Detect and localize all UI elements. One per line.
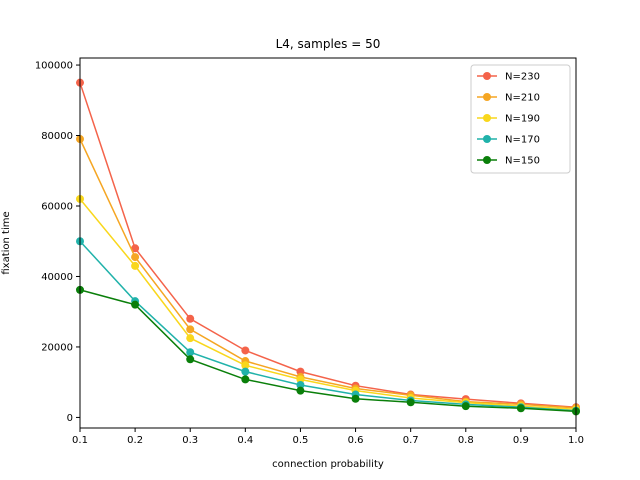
legend-label: N=210 xyxy=(505,93,540,104)
series-line xyxy=(79,138,577,409)
legend-entry: N=230 xyxy=(477,72,540,83)
y-tick-label: 80000 xyxy=(41,131,73,142)
data-point xyxy=(186,355,195,364)
data-point xyxy=(461,402,470,411)
data-point xyxy=(516,404,525,413)
x-tick-label: 0.5 xyxy=(292,435,308,446)
legend-label: N=190 xyxy=(505,114,540,125)
data-point xyxy=(351,394,360,403)
legend-marker xyxy=(483,114,491,122)
series-n-150 xyxy=(76,285,580,416)
x-axis: 0.1 0.2 0.3 0.4 0.5 0.6 0.7 0.8 0.9 1.0 xyxy=(72,428,584,446)
series-line xyxy=(79,240,577,412)
data-point xyxy=(186,334,195,343)
x-tick-label: 0.7 xyxy=(403,435,419,446)
legend-entry: N=190 xyxy=(477,114,540,125)
data-point xyxy=(131,244,140,253)
series-line xyxy=(79,289,577,413)
data-point xyxy=(241,375,250,384)
data-point xyxy=(406,398,415,407)
data-point xyxy=(131,300,140,309)
legend-entry: N=170 xyxy=(477,135,540,146)
y-tick-label: 20000 xyxy=(41,342,73,353)
data-point xyxy=(296,381,305,390)
plot-area xyxy=(76,78,580,416)
data-point xyxy=(131,253,140,262)
x-tick-label: 0.2 xyxy=(127,435,143,446)
legend-frame xyxy=(470,64,571,174)
legend-marker xyxy=(483,72,491,80)
data-point xyxy=(241,346,250,355)
x-axis-label: connection probability xyxy=(272,459,384,470)
y-axis-label: fixation time xyxy=(1,211,12,274)
data-point xyxy=(296,386,305,395)
legend-marker xyxy=(483,93,491,101)
data-point xyxy=(241,367,250,376)
y-tick-label: 60000 xyxy=(41,202,73,213)
series-line xyxy=(79,82,577,408)
y-tick-label: 100000 xyxy=(35,61,73,72)
series-line xyxy=(79,198,577,411)
legend-entry: N=210 xyxy=(477,93,540,104)
legend-entry: N=150 xyxy=(477,156,540,167)
legend-label: N=150 xyxy=(505,156,540,167)
data-point xyxy=(186,325,195,334)
x-tick-label: 0.6 xyxy=(348,435,364,446)
y-axis: 0 20000 40000 60000 80000 100000 xyxy=(35,61,80,424)
data-point xyxy=(131,261,140,270)
x-tick-label: 0.8 xyxy=(458,435,474,446)
data-point xyxy=(241,361,250,370)
x-tick-label: 0.3 xyxy=(182,435,198,446)
legend-marker xyxy=(483,135,491,143)
legend-marker xyxy=(483,156,491,164)
legend-label: N=230 xyxy=(505,72,540,83)
axes-frame xyxy=(79,57,577,429)
chart-title: L4, samples = 50 xyxy=(276,37,381,51)
legend-label: N=170 xyxy=(505,135,540,146)
x-tick-label: 1.0 xyxy=(568,435,584,446)
data-point xyxy=(186,348,195,357)
x-tick-label: 0.1 xyxy=(72,435,88,446)
y-tick-label: 0 xyxy=(67,413,73,424)
data-point xyxy=(186,314,195,323)
x-tick-label: 0.9 xyxy=(513,435,529,446)
y-tick-label: 40000 xyxy=(41,272,73,283)
data-point xyxy=(296,375,305,384)
legend: N=230 N=210 N=190 N=170 N=150 xyxy=(470,64,571,174)
x-tick-label: 0.4 xyxy=(237,435,253,446)
